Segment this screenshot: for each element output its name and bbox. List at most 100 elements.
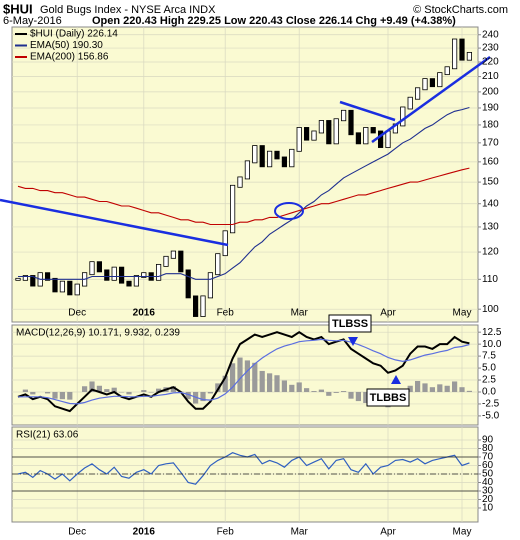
candle bbox=[45, 272, 51, 281]
histogram-bar bbox=[296, 382, 302, 392]
y-tick-label: 60 bbox=[482, 460, 494, 471]
histogram-bar bbox=[237, 357, 243, 392]
y-tick-label: 120 bbox=[482, 247, 499, 258]
y-tick-label: 230 bbox=[482, 43, 499, 54]
series-line bbox=[17, 331, 470, 413]
histogram-bar bbox=[200, 391, 206, 402]
histogram-bar bbox=[82, 386, 88, 392]
y-tick-label: 140 bbox=[482, 198, 499, 209]
candle bbox=[377, 130, 384, 148]
histogram-bar bbox=[459, 387, 465, 392]
y-tick-label: 110 bbox=[482, 274, 498, 285]
candle bbox=[274, 150, 280, 160]
candle bbox=[200, 295, 206, 317]
rsi-label: RSI(21) 63.06 bbox=[16, 430, 79, 441]
y-tick-label: 20 bbox=[482, 494, 494, 505]
histogram-bar bbox=[156, 388, 162, 392]
histogram-bar bbox=[141, 390, 147, 392]
y-tick-label: 130 bbox=[482, 222, 499, 233]
candle bbox=[59, 280, 66, 293]
y-tick-label: 10.0 bbox=[482, 339, 502, 350]
series-line bbox=[17, 452, 470, 485]
arrow bbox=[348, 337, 358, 346]
candle bbox=[207, 272, 213, 299]
histogram-bar bbox=[437, 384, 443, 392]
legend-label: EMA(50) 190.30 bbox=[30, 40, 103, 51]
histogram-bar bbox=[59, 391, 65, 400]
annotation-box bbox=[366, 388, 410, 407]
histogram-bar bbox=[267, 373, 273, 392]
series-line bbox=[17, 167, 470, 226]
x-tick-label: May bbox=[453, 527, 472, 538]
candle bbox=[237, 176, 243, 188]
candle bbox=[74, 283, 80, 296]
y-tick-label: 170 bbox=[482, 137, 499, 148]
candle bbox=[126, 280, 132, 287]
histogram-bar bbox=[348, 391, 354, 399]
candle bbox=[119, 266, 125, 284]
marks bbox=[15, 38, 473, 485]
histogram-bar bbox=[466, 390, 472, 392]
macd-label: MACD(12,26,9) 10.171, 9.932, 0.239 bbox=[16, 328, 180, 339]
candle bbox=[459, 38, 465, 61]
histogram-bar bbox=[230, 363, 236, 392]
rsi-panel bbox=[11, 426, 479, 523]
histogram-bar bbox=[341, 391, 347, 392]
candle bbox=[451, 38, 458, 70]
candle bbox=[318, 120, 325, 134]
candle bbox=[355, 132, 362, 145]
y-tick-label: 90 bbox=[482, 435, 494, 446]
trend-line bbox=[0, 198, 229, 247]
candle bbox=[422, 78, 428, 91]
histogram-bar bbox=[355, 391, 361, 402]
histogram-bar bbox=[207, 391, 213, 394]
histogram-bar bbox=[96, 385, 102, 392]
y-tick-label: 5.0 bbox=[482, 363, 496, 374]
y-tick-label: 100 bbox=[482, 304, 499, 315]
x-tick-label: Apr bbox=[380, 527, 396, 538]
histogram-bar bbox=[333, 391, 339, 393]
histogram-bar bbox=[259, 370, 265, 392]
legend-label: $HUI (Daily) 226.14 bbox=[30, 29, 118, 40]
candle bbox=[111, 266, 117, 281]
annotation: TLBSS bbox=[332, 318, 368, 330]
histogram-bar bbox=[281, 380, 287, 392]
histogram-bar bbox=[363, 391, 369, 403]
candle bbox=[296, 127, 302, 152]
histogram-bar bbox=[444, 385, 450, 392]
candle bbox=[67, 280, 73, 296]
candle bbox=[281, 156, 288, 168]
histogram-bar bbox=[126, 391, 132, 395]
candle bbox=[89, 261, 95, 276]
candle bbox=[385, 130, 391, 148]
histogram-bar bbox=[52, 391, 58, 399]
histogram-bar bbox=[45, 391, 51, 394]
date: 6-May-2016 bbox=[3, 15, 62, 27]
x-tick-label: Dec bbox=[68, 527, 86, 538]
candle bbox=[466, 51, 473, 61]
annotation: TLBBS bbox=[370, 392, 407, 404]
candle bbox=[266, 150, 273, 168]
histogram-bar bbox=[252, 362, 258, 392]
arrow bbox=[391, 375, 401, 384]
histogram-bar bbox=[111, 387, 117, 392]
legend-label: EMA(200) 156.86 bbox=[30, 52, 109, 63]
candle bbox=[244, 160, 250, 180]
candle bbox=[15, 277, 21, 281]
quote: Open 220.43 High 229.25 Low 220.43 Close… bbox=[92, 15, 456, 27]
candle bbox=[185, 269, 191, 299]
y-tick-label: 12.5 bbox=[482, 327, 502, 338]
candle bbox=[363, 127, 369, 145]
series-line bbox=[18, 338, 470, 405]
histogram-bar bbox=[244, 360, 250, 392]
histogram-bar bbox=[304, 388, 310, 392]
x-tick-label: Feb bbox=[217, 308, 235, 319]
candle bbox=[229, 184, 236, 234]
x-tick-label: 2016 bbox=[133, 527, 156, 538]
histogram-bar bbox=[452, 381, 458, 392]
x-tick-label: May bbox=[453, 308, 472, 319]
candle bbox=[407, 96, 413, 110]
candle bbox=[429, 78, 436, 88]
histogram-bar bbox=[318, 389, 324, 392]
